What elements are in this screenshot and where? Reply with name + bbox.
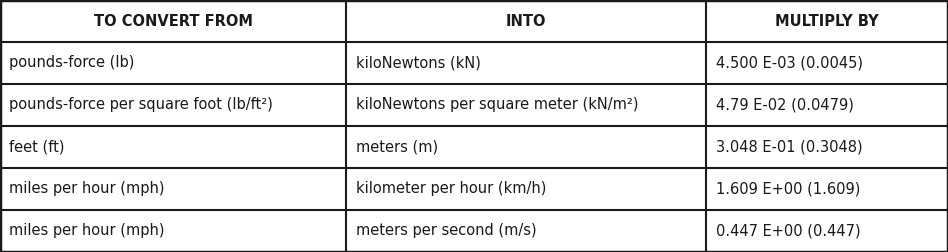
Text: kiloNewtons (kN): kiloNewtons (kN) (356, 55, 481, 71)
Text: 1.609 E+00 (1.609): 1.609 E+00 (1.609) (716, 181, 860, 197)
Text: feet (ft): feet (ft) (9, 140, 65, 154)
Text: INTO: INTO (506, 14, 546, 28)
Text: pounds-force (lb): pounds-force (lb) (9, 55, 135, 71)
Bar (0, 126, 948, 168)
Text: 3.048 E-01 (0.3048): 3.048 E-01 (0.3048) (716, 140, 863, 154)
Text: miles per hour (mph): miles per hour (mph) (9, 224, 165, 238)
Bar (0, 210, 948, 252)
Text: TO CONVERT FROM: TO CONVERT FROM (94, 14, 252, 28)
Text: meters (m): meters (m) (356, 140, 438, 154)
Text: 4.500 E-03 (0.0045): 4.500 E-03 (0.0045) (716, 55, 863, 71)
Bar (0, 84, 948, 126)
Text: kilometer per hour (km/h): kilometer per hour (km/h) (356, 181, 546, 197)
Text: MULTIPLY BY: MULTIPLY BY (775, 14, 879, 28)
Bar (0, 0, 948, 42)
Text: pounds-force per square foot (lb/ft²): pounds-force per square foot (lb/ft²) (9, 98, 273, 112)
Text: kiloNewtons per square meter (kN/m²): kiloNewtons per square meter (kN/m²) (356, 98, 638, 112)
Text: 0.447 E+00 (0.447): 0.447 E+00 (0.447) (716, 224, 861, 238)
Bar (0, 42, 948, 84)
Text: miles per hour (mph): miles per hour (mph) (9, 181, 165, 197)
Text: 4.79 E-02 (0.0479): 4.79 E-02 (0.0479) (716, 98, 853, 112)
Bar (0, 168, 948, 210)
Text: meters per second (m/s): meters per second (m/s) (356, 224, 537, 238)
